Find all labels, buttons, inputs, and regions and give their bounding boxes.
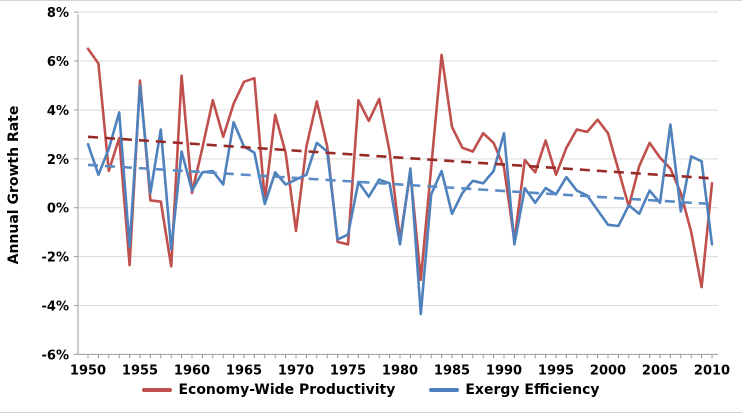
y-tick-label: 6%: [47, 55, 69, 70]
y-tick-label: -2%: [42, 251, 69, 266]
x-tick-label: 1955: [122, 363, 158, 378]
x-tick-label: 1965: [226, 363, 262, 378]
series-line-exergy: [86, 84, 714, 316]
legend: Economy-Wide Productivity Exergy Efficie…: [0, 382, 742, 398]
y-tick-label: 0%: [47, 202, 69, 217]
y-tick-label: -6%: [42, 348, 69, 363]
y-tick-label: 4%: [47, 104, 69, 119]
legend-label: Economy-Wide Productivity: [178, 382, 396, 398]
trendline-productivity: [87, 135, 713, 180]
x-tick-label: 2005: [642, 363, 678, 378]
legend-item-exergy: Exergy Efficiency: [429, 382, 600, 398]
y-tick-label: -4%: [42, 299, 69, 314]
y-tick-label: 2%: [47, 153, 69, 168]
x-tick-label: 1960: [174, 363, 210, 378]
x-tick-label: 1975: [330, 363, 366, 378]
x-tick-label: 1995: [538, 363, 574, 378]
trendline-exergy: [87, 163, 713, 206]
blue-line-swatch-icon: [429, 388, 460, 392]
y-tick-label: 8%: [47, 6, 69, 21]
x-tick-label: 2000: [590, 363, 626, 378]
x-tick-label: 1970: [278, 363, 314, 378]
legend-label: Exergy Efficiency: [465, 382, 600, 398]
x-tick-label: 1990: [486, 363, 522, 378]
series-line-productivity: [86, 47, 714, 289]
x-tick-label: 1950: [70, 363, 106, 378]
red-line-swatch-icon: [142, 388, 173, 392]
y-axis-title: Annual Growth Rate: [6, 105, 22, 265]
legend-item-productivity: Economy-Wide Productivity: [142, 382, 395, 398]
x-tick-label: 1985: [434, 363, 470, 378]
x-tick-label: 1980: [382, 363, 418, 378]
x-tick-label: 2010: [694, 363, 730, 378]
